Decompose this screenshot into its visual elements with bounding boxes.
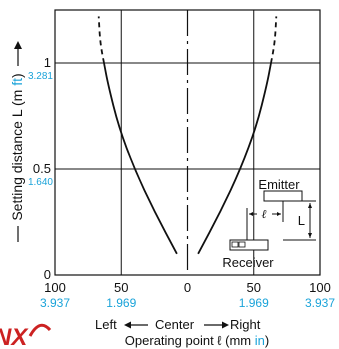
logo-text: NX bbox=[0, 324, 29, 349]
x-axis-label-close: ) bbox=[265, 333, 269, 348]
x-tick-mm: 0 bbox=[184, 280, 191, 295]
direction-left: Left bbox=[95, 317, 117, 332]
y-tick-ft: 1.640 bbox=[28, 177, 53, 188]
L-symbol: L bbox=[298, 213, 305, 228]
y-title-arrowhead bbox=[14, 41, 22, 49]
sensing-curve-right bbox=[197, 62, 272, 255]
series-layer bbox=[97, 16, 278, 255]
y-tick-m: 0 bbox=[44, 267, 51, 282]
sensing-curve-dashed-right bbox=[270, 16, 278, 64]
logo-swoosh bbox=[28, 323, 52, 337]
x-tick-in: 3.937 bbox=[40, 296, 70, 310]
y-tick-ft: 3.281 bbox=[28, 71, 53, 82]
brand-logo: NX bbox=[0, 323, 52, 349]
x-tick-in: 1.969 bbox=[239, 296, 269, 310]
emitter-label: Emitter bbox=[258, 177, 300, 192]
y-axis-label-unit: ft bbox=[9, 78, 25, 86]
x-tick-mm: 50 bbox=[114, 280, 128, 295]
receiver-lens-2 bbox=[238, 241, 246, 248]
receiver-box bbox=[229, 239, 269, 251]
right-arrowhead bbox=[222, 321, 229, 329]
sensing-curve-dashed-left bbox=[97, 16, 105, 64]
x-axis-label-unit: in bbox=[255, 333, 265, 348]
x-axis-label-main: Operating point ℓ (mm bbox=[125, 333, 255, 348]
x-tick-mm: 100 bbox=[309, 280, 331, 295]
L-arrowhead-bottom bbox=[308, 233, 312, 238]
x-axis-label: Operating point ℓ (mm in) bbox=[125, 333, 269, 348]
L-arrowhead-top bbox=[308, 203, 312, 208]
y-tick-m: 0.5 bbox=[33, 161, 51, 176]
left-arrowhead bbox=[124, 321, 131, 329]
l-symbol: ℓ bbox=[262, 207, 267, 221]
x-tick-mm: 100 bbox=[44, 280, 66, 295]
sensing-curve-left bbox=[103, 62, 178, 255]
x-tick-in: 1.969 bbox=[106, 296, 136, 310]
l-arrowhead-left bbox=[249, 212, 253, 216]
emitter-box bbox=[263, 190, 303, 202]
direction-right: Right bbox=[230, 317, 261, 332]
receiver-label: Receiver bbox=[222, 255, 274, 270]
direction-row: Left Center Right bbox=[95, 317, 261, 332]
x-tick-mm: 50 bbox=[247, 280, 261, 295]
y-tick-m: 1 bbox=[44, 55, 51, 70]
receiver-lens bbox=[231, 241, 239, 248]
emitter-receiver-inset: Emitter ℓ L Receiver bbox=[222, 177, 316, 270]
y-axis-label-close: ) bbox=[9, 73, 25, 78]
y-axis-title: Setting distance L (m ft) bbox=[9, 41, 25, 242]
y-axis-label-main: Setting distance L (m bbox=[9, 86, 25, 221]
l-arrowhead-right bbox=[277, 212, 281, 216]
y-axis-label: Setting distance L (m ft) bbox=[9, 73, 25, 220]
x-tick-in: 3.937 bbox=[305, 296, 335, 310]
direction-center: Center bbox=[155, 317, 195, 332]
